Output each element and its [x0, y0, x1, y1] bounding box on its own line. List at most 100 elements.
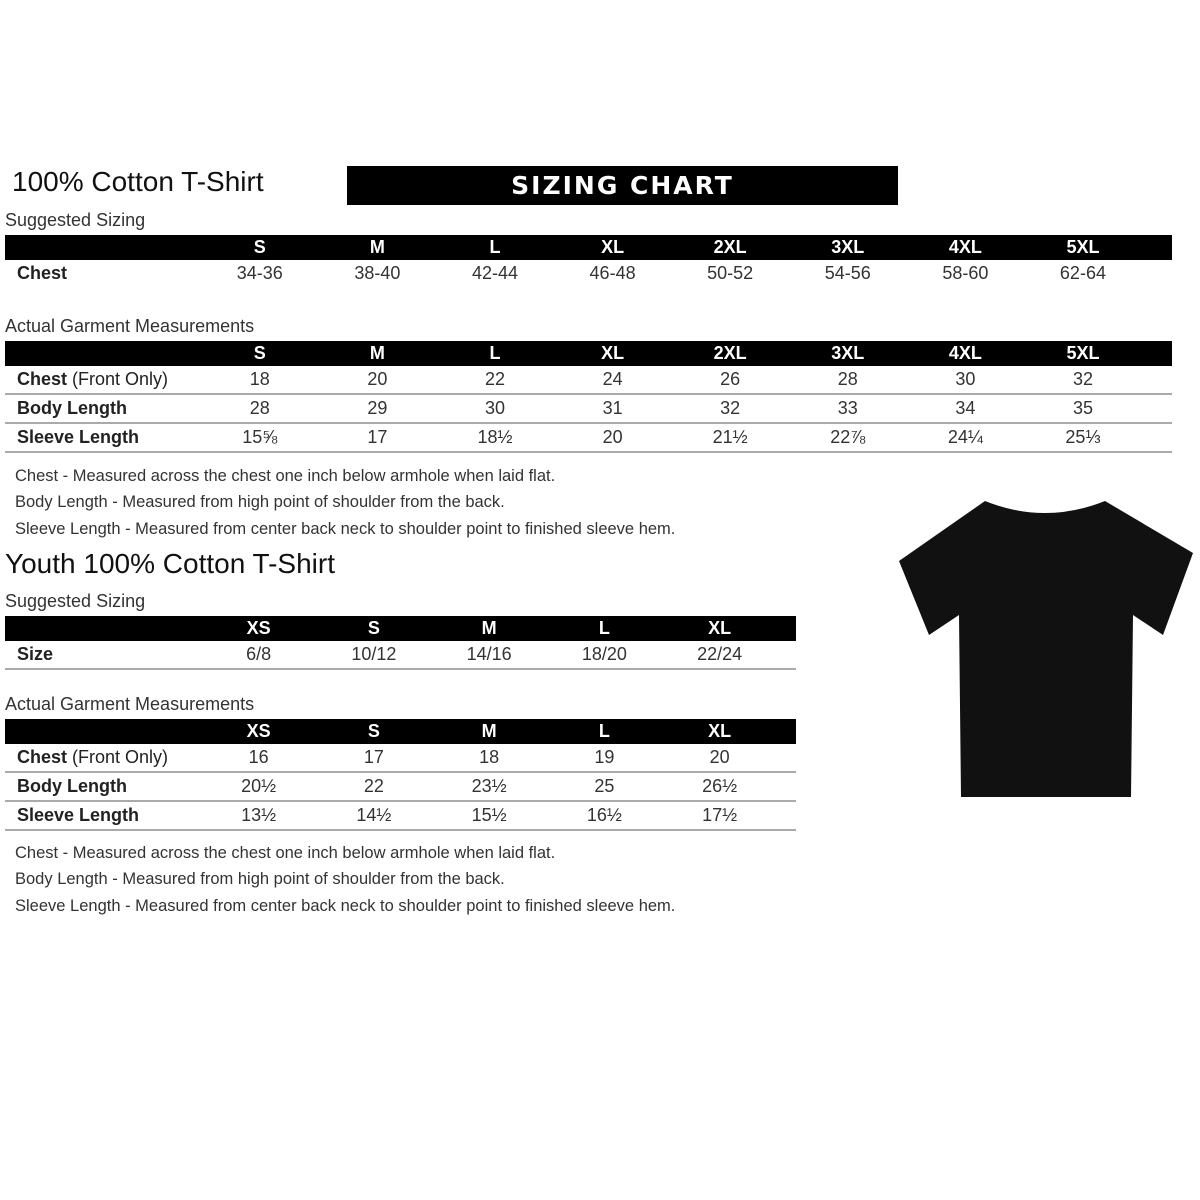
- table-cell: 31: [553, 394, 672, 424]
- header-blank: [5, 235, 201, 260]
- size-header: M: [431, 616, 547, 641]
- row-label-text: Size: [17, 644, 54, 664]
- size-header-row: XS S M L XL: [5, 719, 796, 744]
- size-header: S: [316, 616, 432, 641]
- size-header: 4XL: [906, 235, 1025, 260]
- row-pad: [777, 641, 796, 670]
- size-header-row: S M L XL 2XL 3XL 4XL 5XL: [5, 341, 1172, 366]
- row-pad: [1141, 366, 1172, 395]
- youth-note-sleeve: Sleeve Length - Measured from center bac…: [15, 897, 676, 915]
- table-cell: 22/24: [662, 641, 778, 670]
- header-blank: [5, 616, 201, 641]
- row-label: Body Length: [5, 772, 201, 802]
- row-pad: [1141, 394, 1172, 424]
- size-header: 5XL: [1024, 235, 1142, 260]
- size-header: XL: [662, 719, 778, 744]
- row-pad: [1142, 260, 1172, 287]
- size-header: 4XL: [906, 341, 1025, 366]
- table-cell: 16½: [546, 801, 662, 831]
- table-cell: 38-40: [354, 263, 401, 283]
- row-label: Sleeve Length: [5, 423, 201, 453]
- table-cell: 29: [318, 394, 437, 424]
- youth-suggested-table: XS S M L XL Size 6/8 10/12 14/16 18/20 22/24: [5, 616, 796, 670]
- size-header: XS: [201, 719, 317, 744]
- table-cell: 17½: [662, 801, 778, 831]
- table-cell: 18½: [436, 423, 554, 453]
- table-cell: 32: [1024, 366, 1142, 395]
- size-header-row: S M L XL 2XL 3XL 4XL 5XL: [5, 235, 1172, 260]
- youth-actual-table: XS S M L XL Chest (Front Only) 16 17 18 19 20 Body …: [5, 719, 796, 831]
- header-pad: [1141, 341, 1172, 366]
- table-cell: 30: [906, 366, 1025, 395]
- adult-note-body: Body Length - Measured from high point o…: [15, 493, 505, 511]
- table-cell: 15½: [431, 801, 547, 831]
- adult-title: 100% Cotton T-Shirt: [12, 166, 264, 197]
- table-cell: 6/8: [201, 641, 317, 670]
- row-label-note: (Front Only): [72, 747, 169, 767]
- youth-actual-label: Actual Garment Measurements: [5, 694, 255, 714]
- row-label: Body Length: [5, 394, 201, 424]
- header-pad: [1141, 235, 1172, 260]
- row-label-text: Chest: [17, 369, 68, 389]
- size-header: S: [201, 235, 319, 260]
- table-cell: 22⅞: [788, 423, 907, 453]
- size-header: L: [546, 616, 662, 641]
- table-cell: 14½: [316, 801, 432, 831]
- size-header: L: [436, 341, 554, 366]
- table-row: Chest 34-36 38-40 42-44 46-48 50-52 54-56 58-60…: [5, 260, 1172, 287]
- table-cell: 10/12: [316, 641, 432, 670]
- table-cell: 25: [546, 772, 662, 802]
- table-cell: 34-36: [236, 263, 283, 283]
- table-cell: 17: [318, 423, 437, 453]
- row-label: Chest: [5, 260, 201, 287]
- size-header: M: [318, 235, 437, 260]
- row-pad: [1141, 423, 1172, 453]
- header-pad: [777, 616, 796, 641]
- table-cell: 20: [553, 423, 672, 453]
- header-blank: [5, 719, 201, 744]
- adult-note-chest: Chest - Measured across the chest one in…: [15, 467, 556, 485]
- table-cell: 19: [546, 744, 662, 773]
- table-cell: 28: [201, 394, 319, 424]
- youth-suggested-label: Suggested Sizing: [5, 591, 146, 611]
- row-label-text: Body Length: [17, 398, 127, 418]
- size-header: 3XL: [788, 341, 907, 366]
- youth-note-chest: Chest - Measured across the chest one in…: [15, 844, 556, 862]
- table-cell: 58-60: [942, 263, 989, 283]
- size-header-row: XS S M L XL: [5, 616, 796, 641]
- row-label-text: Sleeve Length: [17, 427, 140, 447]
- size-header: M: [318, 341, 437, 366]
- adult-note-sleeve: Sleeve Length - Measured from center bac…: [15, 520, 676, 538]
- size-header: S: [201, 341, 319, 366]
- table-row: Body Length 20½ 22 23½ 25 26½: [5, 772, 796, 802]
- row-label-note: (Front Only): [72, 369, 169, 389]
- table-cell: 18: [201, 366, 319, 395]
- adult-suggested-table: S M L XL 2XL 3XL 4XL 5XL Chest 34-36 38-40 42-44 46-…: [5, 235, 1172, 287]
- table-cell: 24: [553, 366, 672, 395]
- table-cell: 22: [436, 366, 554, 395]
- row-label: Size: [5, 641, 201, 670]
- row-pad: [777, 772, 796, 802]
- table-cell: 20½: [201, 772, 317, 802]
- size-header: M: [431, 719, 547, 744]
- table-cell: 26: [671, 366, 789, 395]
- header-pad: [777, 719, 796, 744]
- row-label: Chest (Front Only): [5, 366, 201, 395]
- table-cell: 46-48: [589, 263, 636, 283]
- table-cell: 50-52: [707, 263, 754, 283]
- table-row: Sleeve Length 15⅝ 17 18½ 20 21½ 22⅞ 24¼ 25⅓: [5, 423, 1172, 453]
- size-header: 5XL: [1024, 341, 1142, 366]
- table-cell: 16: [201, 744, 317, 773]
- table-cell: 18: [431, 744, 547, 773]
- table-cell: 15⅝: [201, 423, 319, 453]
- table-cell: 32: [671, 394, 789, 424]
- size-header: XL: [553, 341, 672, 366]
- header-blank: [5, 341, 201, 366]
- size-header: XS: [201, 616, 317, 641]
- adult-actual-label: Actual Garment Measurements: [5, 316, 255, 336]
- size-header: 3XL: [788, 235, 907, 260]
- size-header: XL: [662, 616, 778, 641]
- table-cell: 33: [788, 394, 907, 424]
- row-pad: [777, 744, 796, 773]
- table-cell: 25⅓: [1024, 423, 1142, 453]
